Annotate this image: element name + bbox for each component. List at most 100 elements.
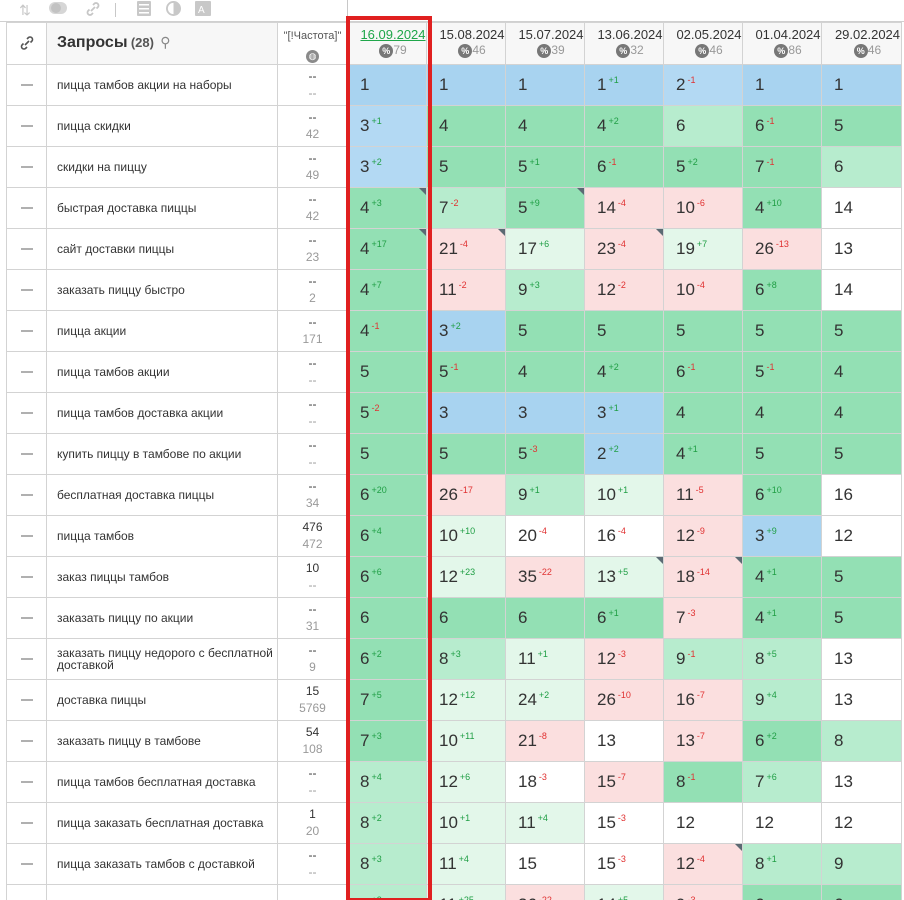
position-cell[interactable]: 9 -1 xyxy=(663,638,743,680)
query-cell[interactable] xyxy=(46,884,278,900)
position-cell[interactable]: 9 +3 xyxy=(505,269,585,311)
position-cell[interactable]: 4 xyxy=(742,392,822,434)
query-cell[interactable]: пицца тамбов акции xyxy=(46,351,278,393)
row-handle[interactable] xyxy=(6,761,47,803)
row-handle[interactable] xyxy=(6,556,47,598)
note-marker-icon[interactable] xyxy=(735,844,742,851)
note-marker-icon[interactable] xyxy=(735,557,742,564)
position-cell[interactable]: 18 -14 xyxy=(663,556,743,598)
position-cell[interactable]: 7 -1 xyxy=(742,146,822,188)
position-cell[interactable]: 15 -3 xyxy=(584,843,664,885)
position-cell[interactable]: 8 +3 xyxy=(347,843,427,885)
position-cell[interactable]: 5 -3 xyxy=(505,433,585,475)
position-cell[interactable]: 9 +4 xyxy=(742,679,822,721)
date-label[interactable]: 01.04.2024 xyxy=(755,27,821,42)
query-cell[interactable]: скидки на пиццу xyxy=(46,146,278,188)
query-cell[interactable]: сайт доставки пиццы xyxy=(46,228,278,270)
position-cell[interactable]: 6 xyxy=(821,884,902,900)
position-cell[interactable]: 14 xyxy=(821,269,902,311)
position-cell[interactable]: 8 +5 xyxy=(742,638,822,680)
position-cell[interactable]: 18 -3 xyxy=(505,761,585,803)
position-cell[interactable]: 4 +1 xyxy=(742,556,822,598)
position-cell[interactable]: 9+2 xyxy=(347,884,427,900)
position-cell[interactable]: 7 +5 xyxy=(347,679,427,721)
percent-icon[interactable]: % xyxy=(774,44,789,58)
position-cell[interactable]: 9-3 xyxy=(663,884,743,900)
position-cell[interactable]: 2 -1 xyxy=(663,64,743,106)
position-cell[interactable]: 6 +4 xyxy=(347,515,427,557)
position-cell[interactable]: 8 +2 xyxy=(347,802,427,844)
row-handle[interactable] xyxy=(6,351,47,393)
percent-icon[interactable]: % xyxy=(695,44,710,58)
position-cell[interactable]: 12 xyxy=(742,802,822,844)
position-cell[interactable]: 5 -1 xyxy=(742,351,822,393)
position-cell[interactable]: 24 +2 xyxy=(505,679,585,721)
position-cell[interactable]: 6 +20 xyxy=(347,474,427,516)
row-handle[interactable] xyxy=(6,146,47,188)
row-handle[interactable] xyxy=(6,638,47,680)
position-cell[interactable]: 4 +1 xyxy=(663,433,743,475)
position-cell[interactable]: 4 -1 xyxy=(347,310,427,352)
position-cell[interactable]: 12 -9 xyxy=(663,515,743,557)
position-cell[interactable]: 26 -17 xyxy=(426,474,506,516)
row-handle[interactable] xyxy=(6,597,47,639)
position-cell[interactable]: 5 xyxy=(742,310,822,352)
position-cell[interactable]: 5 xyxy=(821,310,902,352)
position-cell[interactable]: 1 xyxy=(742,64,822,106)
position-cell[interactable]: 10 +11 xyxy=(426,720,506,762)
position-cell[interactable]: 3 +2 xyxy=(347,146,427,188)
position-cell[interactable]: 11 +1 xyxy=(505,638,585,680)
position-cell[interactable]: 1 xyxy=(347,64,427,106)
position-cell[interactable]: 12 +23 xyxy=(426,556,506,598)
row-handle[interactable] xyxy=(6,269,47,311)
position-cell[interactable]: 15 -7 xyxy=(584,761,664,803)
position-cell[interactable]: 21 -4 xyxy=(426,228,506,270)
position-cell[interactable]: 3 xyxy=(426,392,506,434)
position-cell[interactable]: 5 xyxy=(821,597,902,639)
position-cell[interactable]: 9 xyxy=(821,843,902,885)
position-cell[interactable]: 4 +2 xyxy=(584,105,664,147)
row-handle[interactable] xyxy=(6,802,47,844)
query-cell[interactable]: пицца тамбов акции на наборы xyxy=(46,64,278,106)
position-cell[interactable]: 8 xyxy=(821,720,902,762)
contrast-icon[interactable] xyxy=(165,1,181,19)
position-cell[interactable]: 8 +3 xyxy=(426,638,506,680)
position-cell[interactable]: 5 xyxy=(821,433,902,475)
position-cell[interactable]: 4 +2 xyxy=(584,351,664,393)
position-cell[interactable]: 1 xyxy=(426,64,506,106)
position-cell[interactable]: 5 xyxy=(742,433,822,475)
date-column-header[interactable]: 13.06.2024% 32 xyxy=(584,22,664,65)
position-cell[interactable]: 4 +3 xyxy=(347,187,427,229)
position-cell[interactable]: 5 xyxy=(426,433,506,475)
query-cell[interactable]: пицца скидки xyxy=(46,105,278,147)
query-cell[interactable]: быстрая доставка пиццы xyxy=(46,187,278,229)
percent-icon[interactable]: % xyxy=(379,44,394,58)
position-cell[interactable]: 4 xyxy=(821,351,902,393)
position-cell[interactable]: 17 +6 xyxy=(505,228,585,270)
percent-icon[interactable]: % xyxy=(458,44,473,58)
position-cell[interactable]: 10 -6 xyxy=(663,187,743,229)
date-label[interactable]: 16.09.2024 xyxy=(360,27,426,42)
position-cell[interactable]: 7 +3 xyxy=(347,720,427,762)
position-cell[interactable]: 9 +1 xyxy=(505,474,585,516)
position-cell[interactable]: 7 -3 xyxy=(663,597,743,639)
row-handle[interactable] xyxy=(6,392,47,434)
position-cell[interactable]: 20 -4 xyxy=(505,515,585,557)
date-label[interactable]: 15.08.2024 xyxy=(439,27,505,42)
position-cell[interactable]: 5 xyxy=(347,433,427,475)
position-cell[interactable]: 6 -1 xyxy=(742,105,822,147)
position-cell[interactable]: 12 +12 xyxy=(426,679,506,721)
percent-icon[interactable]: % xyxy=(616,44,631,58)
position-cell[interactable]: 4 +10 xyxy=(742,187,822,229)
percent-icon[interactable]: % xyxy=(853,44,868,58)
position-cell[interactable]: 7 -2 xyxy=(426,187,506,229)
position-cell[interactable]: 6 xyxy=(742,884,822,900)
position-cell[interactable]: 5 xyxy=(663,310,743,352)
position-cell[interactable]: 5 +2 xyxy=(663,146,743,188)
query-cell[interactable]: доставка пиццы xyxy=(46,679,278,721)
position-cell[interactable]: 3 +1 xyxy=(347,105,427,147)
position-cell[interactable]: 6 -1 xyxy=(663,351,743,393)
position-cell[interactable]: 36-22 xyxy=(505,884,585,900)
row-handle[interactable] xyxy=(6,884,47,900)
position-cell[interactable]: 2 +2 xyxy=(584,433,664,475)
